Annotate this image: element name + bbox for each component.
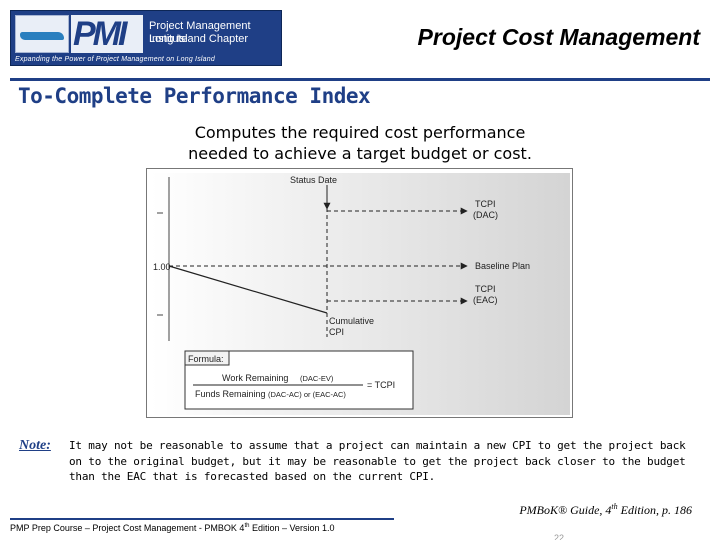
cumulative-cpi-label-line1: Cumulative <box>329 316 374 326</box>
citation-suffix: Edition, p. 186 <box>617 503 692 517</box>
header-divider <box>10 78 710 81</box>
slide-subtitle: To-Complete Performance Index <box>18 84 371 108</box>
long-island-map-icon <box>15 15 69 53</box>
description-line1: Computes the required cost performance <box>194 123 526 142</box>
tcpi-eac-label-line2: (EAC) <box>473 295 498 305</box>
cumulative-cpi-line <box>168 265 328 314</box>
baseline-label: Baseline Plan <box>475 261 530 271</box>
formula-result: = TCPI <box>367 380 395 390</box>
tcpi-figure: 1.00 Status Date Baseline Plan TCPI (DAC… <box>146 168 573 418</box>
pmi-logo: PMI Project Management Institute Long Is… <box>10 10 282 66</box>
formula-numerator-detail: (DAC-EV) <box>300 374 334 383</box>
slide-title: Project Cost Management <box>417 24 700 50</box>
formula-numerator: Work Remaining <box>222 373 288 383</box>
status-date-label: Status Date <box>290 175 337 185</box>
footer-sup: th <box>244 523 250 529</box>
citation-prefix: PMBoK® Guide, 4 <box>519 503 612 517</box>
formula-denominator: Funds Remaining <box>195 389 266 399</box>
tcpi-dac-label-line1: TCPI <box>475 199 496 209</box>
cumulative-cpi-label-line2: CPI <box>329 327 344 337</box>
logo-abbrev: PMI <box>71 15 143 53</box>
note-label: Note: <box>19 438 51 453</box>
page-number: 22 <box>554 533 565 540</box>
citation: PMBoK® Guide, 4th Edition, p. 186 <box>519 502 692 518</box>
footer-prefix: PMP Prep Course – Project Cost Managemen… <box>10 523 245 533</box>
formula-denominator-detail: (DAC-AC) or (EAC-AC) <box>268 390 346 399</box>
formula-box <box>184 350 414 410</box>
citation-sup: th <box>611 502 618 511</box>
tcpi-diagram: 1.00 Status Date Baseline Plan TCPI (DAC… <box>151 173 570 415</box>
logo-name-line1: Project Management Institute <box>149 20 251 45</box>
formula-header-box <box>184 350 230 366</box>
y-value-label: 1.00 <box>153 262 171 272</box>
footer-text: PMP Prep Course – Project Cost Managemen… <box>10 523 335 533</box>
note-text: It may not be reasonable to assume that … <box>69 439 686 483</box>
tcpi-eac-label-line1: TCPI <box>475 284 496 294</box>
tcpi-dac-label-line2: (DAC) <box>473 210 498 220</box>
logo-tagline: Expanding the Power of Project Managemen… <box>15 56 215 63</box>
footer-suffix: Edition – Version 1.0 <box>249 523 335 533</box>
description-line2: needed to achieve a target budget or cos… <box>188 144 532 163</box>
logo-name-line2: Long Island Chapter <box>149 33 249 45</box>
footer-divider <box>10 518 394 520</box>
formula-header: Formula: <box>188 354 224 364</box>
